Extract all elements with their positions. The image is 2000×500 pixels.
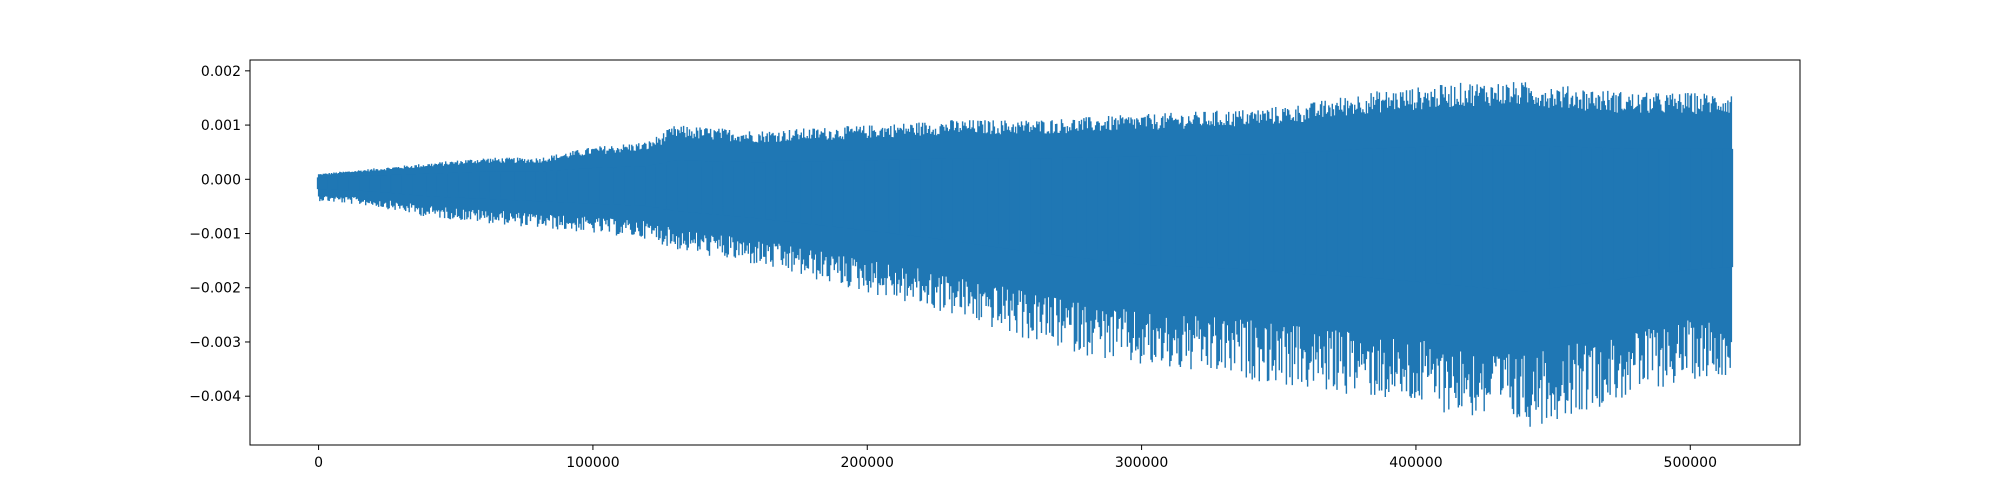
y-tick-label: 0.000 xyxy=(201,172,241,188)
y-tick-label: 0.001 xyxy=(201,118,241,134)
y-tick-label: −0.003 xyxy=(189,335,241,351)
x-tick-label: 300000 xyxy=(1115,455,1168,471)
x-tick-label: 100000 xyxy=(566,455,619,471)
waveform-core-band xyxy=(316,145,1734,292)
y-tick-label: −0.001 xyxy=(189,227,241,243)
x-tick-label: 200000 xyxy=(841,455,894,471)
x-tick-label: 400000 xyxy=(1389,455,1442,471)
y-tick-label: 0.002 xyxy=(201,64,241,80)
y-tick-label: −0.004 xyxy=(189,389,241,405)
plot-area xyxy=(316,82,1734,427)
x-axis: 0 100000 200000 300000 400000 500000 xyxy=(314,445,1717,471)
axes-frame xyxy=(249,59,1801,446)
y-tick-label: −0.002 xyxy=(189,281,241,297)
y-axis: 0.002 0.001 0.000 −0.001 −0.002 −0.003 −0.004 xyxy=(189,64,250,405)
x-tick-label: 500000 xyxy=(1664,455,1717,471)
x-tick-label: 0 xyxy=(314,455,323,471)
